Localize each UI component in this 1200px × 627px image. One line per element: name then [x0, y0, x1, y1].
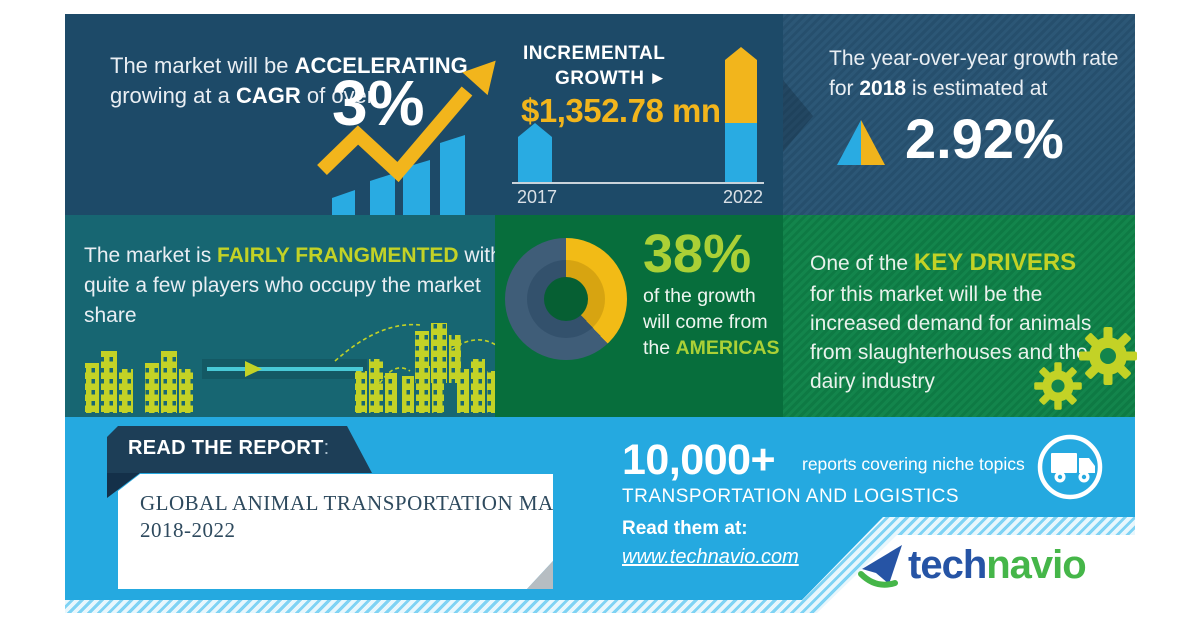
cagr-text-accelerating: ACCELERATING	[294, 53, 468, 78]
cagr-text-1: The market will be	[110, 53, 295, 78]
cagr-text-cagr: CAGR	[235, 83, 301, 108]
incremental-line2: GROWTH	[554, 68, 645, 89]
yoy-year: 2018	[859, 77, 907, 100]
frag-line1a: The market is	[84, 244, 218, 267]
report-count: 10,000+	[622, 436, 776, 484]
report-title-line1: GLOBAL ANIMAL TRANSPORTATION MARKET	[140, 491, 611, 515]
fragmentation-statement: The market is FAIRLY FRANGMENTED with qu…	[84, 241, 502, 331]
footer-band: READ THE REPORT: GLOBAL ANIMAL TRANSPORT…	[65, 417, 1135, 613]
growth-triangle-icon	[837, 120, 885, 165]
frag-line2: quite a few players who occupy the marke…	[84, 274, 481, 297]
drivers-accent: KEY DRIVERS	[913, 249, 1077, 276]
play-arrow-icon: ▶	[652, 70, 663, 85]
technavio-logo-text: technavio	[908, 543, 1087, 587]
bar-2022-incremental-segment	[725, 47, 757, 123]
americas-line2: will come from	[643, 311, 768, 333]
cagr-text-2: growing at a	[110, 83, 236, 108]
chart-axis	[512, 182, 764, 184]
brand-part-tech: tech	[908, 543, 987, 587]
yoy-value: 2.92%	[905, 107, 1064, 170]
americas-growth-panel: 38% of the growth will come from the AME…	[495, 215, 783, 417]
chevron-right-icon	[783, 80, 813, 152]
truck-icon	[1037, 434, 1103, 500]
bar-2017	[518, 123, 552, 182]
incremental-growth-label: INCREMENTAL GROWTH ▶	[523, 42, 666, 91]
cagr-text-3: of over	[300, 83, 375, 108]
yoy-line2c: is estimated at	[906, 77, 1048, 100]
frag-line3: share	[84, 304, 137, 327]
report-title-line2: 2018-2022	[140, 518, 236, 542]
drivers-line2: for this market will be the	[810, 283, 1043, 306]
technavio-logo-plane-icon	[858, 545, 902, 588]
key-drivers-statement: One of the KEY DRIVERS for this market w…	[810, 247, 1091, 396]
year-label-left: 2017	[517, 187, 558, 207]
brand-part-navio: navio	[986, 543, 1086, 587]
cagr-statement: The market will be ACCELERATING growing …	[110, 51, 468, 111]
read-report-label: READ THE REPORT	[128, 437, 324, 459]
gears-icon	[1034, 327, 1137, 410]
report-card: GLOBAL ANIMAL TRANSPORTATION MARKET 2018…	[118, 474, 553, 589]
donut-hole	[544, 277, 588, 321]
yoy-line2a: for	[829, 77, 860, 100]
drivers-line1a: One of the	[810, 252, 914, 275]
trend-arrow-bar-chart-icon	[317, 60, 496, 215]
read-them-at-label: Read them at:	[622, 518, 748, 539]
buildings-market-icon	[85, 323, 498, 413]
frag-accent: FAIRLY FRANGMENTED	[217, 244, 459, 267]
drivers-line3: increased demand for animals	[810, 312, 1092, 335]
bar-2022-base-segment	[725, 123, 757, 182]
report-category: TRANSPORTATION AND LOGISTICS	[622, 486, 960, 507]
donut-chart	[505, 238, 627, 360]
americas-accent: AMERICAS	[675, 337, 780, 359]
americas-line1: of the growth	[643, 285, 756, 307]
drivers-line4: from slaughterhouses and the	[810, 341, 1088, 364]
report-tagline: reports covering niche topics	[802, 454, 1025, 474]
americas-statement: of the growth will come from the AMERICA…	[643, 283, 780, 361]
bar-2022	[725, 47, 757, 182]
frag-line1c: with	[458, 244, 502, 267]
americas-line3a: the	[643, 337, 676, 359]
incremental-line1: INCREMENTAL	[523, 43, 666, 64]
yoy-statement: The year-over-year growth rate for 2018 …	[829, 44, 1118, 104]
americas-value: 38%	[643, 224, 752, 284]
technavio-url-link[interactable]: www.technavio.com	[622, 546, 799, 568]
cagr-and-incremental-panel: The market will be ACCELERATING growing …	[65, 14, 783, 215]
incremental-growth-value: $1,352.78 mn	[521, 92, 721, 129]
read-report-colon: :	[323, 437, 330, 459]
key-drivers-panel: One of the KEY DRIVERS for this market w…	[783, 215, 1137, 417]
yoy-growth-panel: The year-over-year growth rate for 2018 …	[783, 14, 1135, 215]
cagr-value: 3%	[332, 67, 425, 139]
year-label-right: 2022	[723, 187, 764, 207]
yoy-line1: The year-over-year growth rate	[829, 47, 1119, 70]
read-report-ribbon: READ THE REPORT:	[107, 426, 372, 473]
fragmentation-panel: The market is FAIRLY FRANGMENTED with qu…	[65, 215, 502, 417]
drivers-line5: dairy industry	[810, 370, 935, 393]
